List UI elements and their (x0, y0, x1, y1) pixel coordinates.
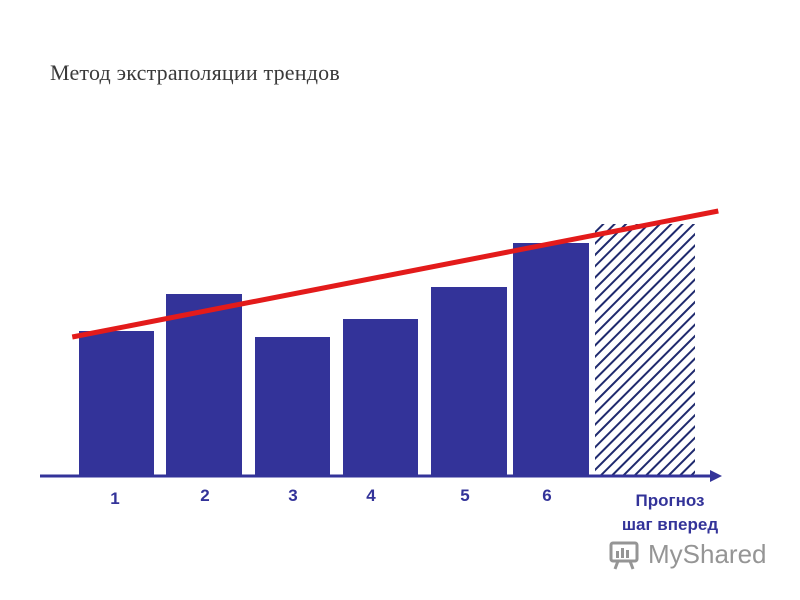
category-label-4: 4 (366, 486, 376, 505)
category-label-6: 6 (542, 486, 551, 505)
chart-title: Метод экстраполяции трендов (50, 60, 340, 85)
presentation-board-icon (609, 541, 639, 570)
forecast-label-line-1: Прогноз (636, 491, 705, 510)
category-label-5: 5 (460, 486, 469, 505)
watermark-text: MyShared (648, 538, 767, 569)
bar-3 (255, 337, 330, 476)
x-axis-arrow (710, 470, 722, 482)
forecast-bar (595, 224, 695, 476)
bar-2 (166, 294, 242, 476)
bar-1 (79, 331, 154, 476)
category-label-1: 1 (110, 489, 119, 508)
forecast-label-line-2: шаг вперед (622, 515, 718, 534)
category-label-2: 2 (200, 486, 209, 505)
bar-4 (343, 319, 418, 476)
bar-6 (513, 243, 589, 476)
myshared-watermark: MyShared (608, 536, 767, 572)
trend-line (71, 208, 719, 340)
category-label-3: 3 (288, 486, 297, 505)
bar-5 (431, 287, 507, 476)
